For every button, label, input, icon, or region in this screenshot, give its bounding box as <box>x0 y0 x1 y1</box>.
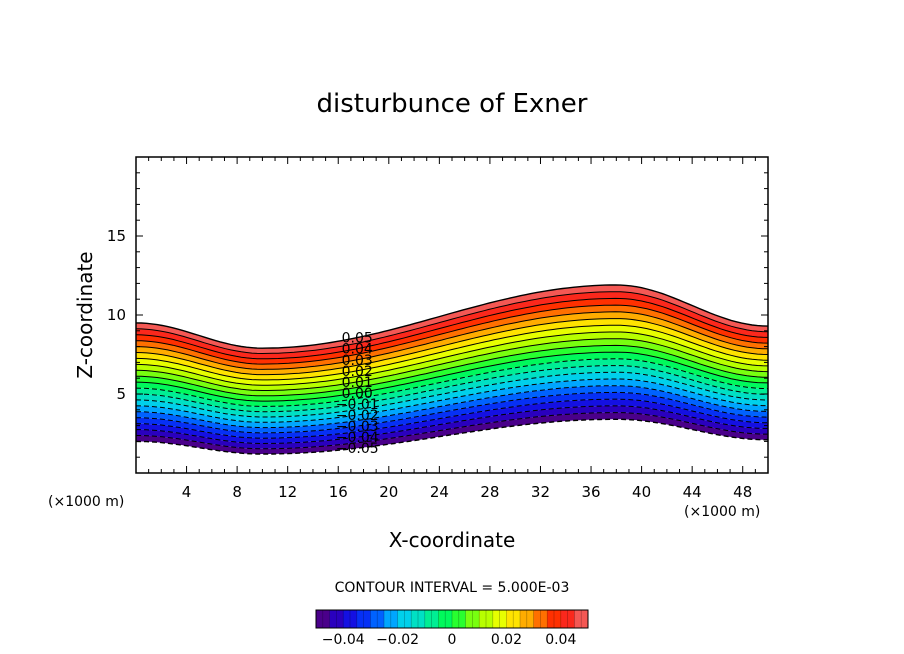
colorbar-tick-label: 0.02 <box>491 632 522 648</box>
x-tick-label: 16 <box>329 483 348 501</box>
colorbar-swatch <box>316 610 330 628</box>
colorbar-swatch <box>560 610 575 628</box>
x-tick-label: 48 <box>733 483 752 501</box>
contour-line <box>136 418 768 455</box>
contour-line <box>136 358 768 407</box>
x-tick-label: 8 <box>232 483 242 501</box>
colorbar-swatch <box>397 610 412 628</box>
contour-line <box>136 331 768 386</box>
contour-band <box>136 399 768 444</box>
contour-label: 0.02 <box>342 364 373 380</box>
x-tick-label: 44 <box>683 483 702 501</box>
contour-label: 0.05 <box>342 331 373 347</box>
x-tick-label: 12 <box>278 483 297 501</box>
x-unit-right: (×1000 m) <box>684 504 760 520</box>
contour-band <box>136 372 768 423</box>
contour-band <box>136 358 768 412</box>
contour-band <box>136 412 768 454</box>
contour-lines <box>136 284 768 455</box>
colorbar-swatch <box>370 610 385 628</box>
x-tick-label: 28 <box>480 483 499 501</box>
colorbar-tick-label: −0.04 <box>322 632 365 648</box>
colorbar-swatch <box>547 610 562 628</box>
colorbar-swatch <box>533 610 548 628</box>
contour-band <box>136 338 768 396</box>
x-tick-labels: 4 8 12 16 20 24 28 32 36 40 44 48 <box>182 483 752 501</box>
colorbar-tick-label: 0.04 <box>545 632 576 648</box>
x-axis-title: X-coordinate <box>389 528 516 552</box>
colorbar-swatch <box>492 610 507 628</box>
contour-line <box>136 304 768 365</box>
colorbar-swatch <box>343 610 358 628</box>
colorbar-swatch <box>452 610 466 628</box>
colorbar-frame <box>315 609 589 629</box>
contour-band <box>136 352 768 407</box>
contour-line <box>136 338 768 391</box>
colorbar-swatch <box>329 610 344 628</box>
colorbar-swatch <box>438 610 453 628</box>
colorbar-swatch <box>479 610 494 628</box>
colorbar-swatch <box>356 610 371 628</box>
x-tick-label: 24 <box>430 483 449 501</box>
contour-label: −0.04 <box>336 430 379 446</box>
colorbar-swatch <box>506 610 521 628</box>
x-tick-label: 36 <box>581 483 600 501</box>
contour-line <box>136 311 768 370</box>
contour-label: 0.00 <box>342 386 373 402</box>
contour-label: −0.03 <box>336 419 379 435</box>
colorbar-tick-labels: −0.04 −0.02 0 0.02 0.04 <box>322 632 577 648</box>
colorbar-swatch <box>574 610 589 628</box>
contour-line <box>136 385 768 429</box>
x-tick-label: 20 <box>379 483 398 501</box>
contour-band <box>136 345 768 402</box>
contour-line <box>136 405 768 445</box>
contour-line <box>136 344 768 397</box>
contour-line <box>136 318 768 376</box>
contour-line <box>136 284 768 349</box>
y-tick-label: 15 <box>107 227 126 245</box>
contour-labels: 0.050.040.030.020.010.00−0.01−0.02−0.03−… <box>336 331 379 458</box>
colorbar-tick-label: −0.02 <box>376 632 419 648</box>
contour-band <box>136 385 768 433</box>
contour-line <box>136 297 768 360</box>
contour-line <box>136 371 768 418</box>
axis-ticks <box>136 157 768 473</box>
contour-label: −0.01 <box>336 397 379 413</box>
chart-title: disturbunce of Exner <box>317 89 588 119</box>
colorbar-swatch <box>384 610 398 628</box>
contour-label: −0.02 <box>336 408 379 424</box>
contour-band <box>136 365 768 417</box>
contour-line <box>136 378 768 423</box>
colorbar-swatch <box>520 610 534 628</box>
colorbar <box>315 609 589 629</box>
x-tick-label: 40 <box>632 483 651 501</box>
y-tick-label: 5 <box>116 385 126 403</box>
contour-label: −0.05 <box>336 441 379 457</box>
contour-line <box>136 412 768 450</box>
contour-band <box>136 379 768 428</box>
contour-line <box>136 291 768 355</box>
contour-label: 0.01 <box>342 375 373 391</box>
contour-line <box>136 351 768 402</box>
colorbar-tick-label: 0 <box>448 632 457 648</box>
colorbar-swatch <box>424 610 439 628</box>
contour-line <box>136 365 768 413</box>
contour-line <box>136 398 768 439</box>
contour-label: 0.04 <box>342 342 373 358</box>
contour-band <box>136 392 768 439</box>
colorbar-swatch <box>465 610 480 628</box>
x-tick-label: 4 <box>182 483 192 501</box>
contour-line <box>136 324 768 381</box>
contour-band <box>136 405 768 449</box>
x-tick-label: 32 <box>531 483 550 501</box>
y-tick-label: 10 <box>107 306 126 324</box>
contour-interval-text: CONTOUR INTERVAL = 5.000E-03 <box>335 580 570 596</box>
contour-label: 0.03 <box>342 353 373 369</box>
y-axis-title: Z-coordinate <box>73 251 97 378</box>
x-unit-left: (×1000 m) <box>48 494 124 510</box>
contour-line <box>136 391 768 434</box>
y-tick-labels: 5 10 15 <box>107 227 126 403</box>
colorbar-swatch <box>411 610 426 628</box>
